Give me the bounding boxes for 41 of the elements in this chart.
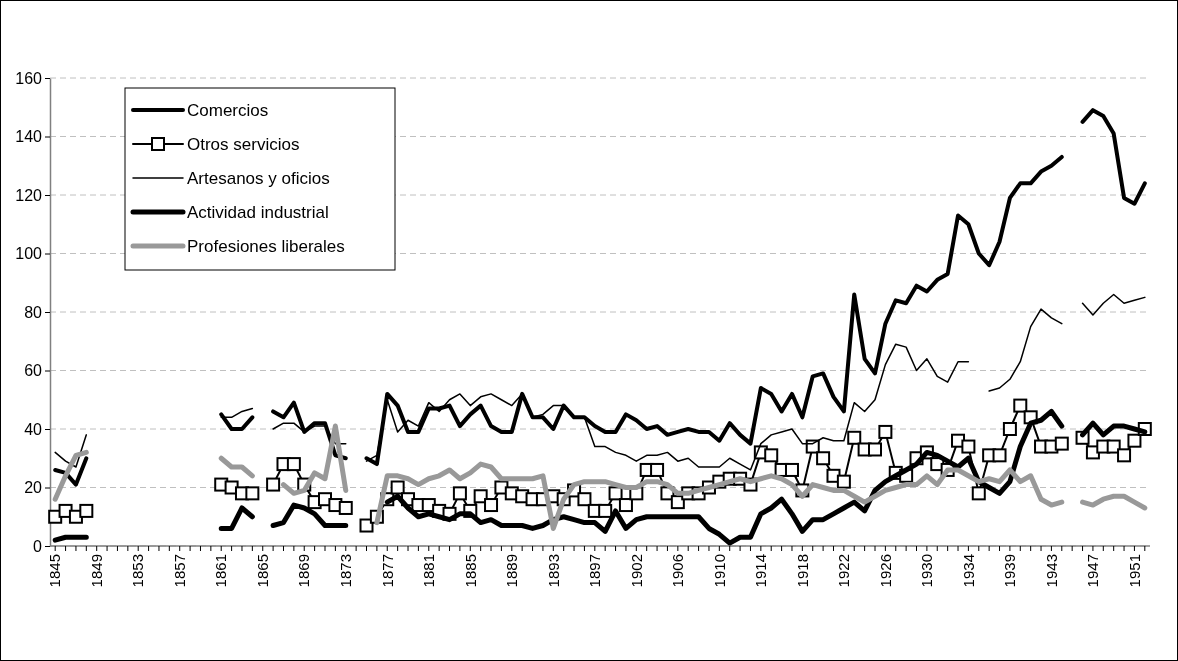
y-tick-label: 40 [24,420,43,438]
x-tick-label: 1902 [627,554,645,588]
x-tick-label: 1918 [793,554,811,588]
x-tick-label: 1865 [253,554,271,588]
legend-label: Artesanos y oficios [187,168,330,188]
x-tick-label: 1910 [710,554,728,588]
x-tick-label: 1849 [87,554,105,588]
x-tick-label: 1877 [378,554,396,588]
x-tick-label: 1893 [544,554,562,588]
x-tick-label: 1930 [918,554,936,588]
x-tick-label: 1906 [669,554,687,588]
y-tick-label: 60 [24,362,43,380]
x-tick-label: 1869 [295,554,313,588]
y-tick-label: 160 [15,69,43,87]
x-tick-label: 1857 [170,554,188,588]
x-tick-label: 1853 [129,554,147,588]
y-tick-label: 140 [15,128,43,146]
y-tick-label: 100 [15,245,43,263]
x-tick-label: 1861 [212,554,230,588]
x-tick-label: 1922 [835,554,853,588]
x-tick-label: 1897 [586,554,604,588]
legend-label: Otros servicios [187,134,300,154]
y-tick-label: 80 [24,303,43,321]
x-tick-label: 1939 [1001,554,1019,588]
x-tick-label: 1845 [46,554,64,588]
x-tick-label: 1914 [752,554,770,588]
legend-label: Comercios [187,100,269,120]
y-tick-label: 120 [15,186,43,204]
x-tick-label: 1873 [337,554,354,588]
x-tick-label: 1881 [420,554,438,588]
y-tick-label: 20 [24,479,43,497]
legend-label: Profesiones liberales [187,236,345,256]
x-tick-label: 1947 [1084,554,1102,588]
x-tick-label: 1943 [1042,554,1060,588]
legend-label: Actividad industrial [187,202,329,222]
x-tick-label: 1885 [461,554,479,588]
x-tick-label: 1934 [959,554,977,588]
x-tick-label: 1889 [503,554,521,588]
x-tick-label: 1926 [876,554,894,588]
y-tick-label: 0 [33,537,43,555]
x-tick-label: 1951 [1125,554,1143,588]
